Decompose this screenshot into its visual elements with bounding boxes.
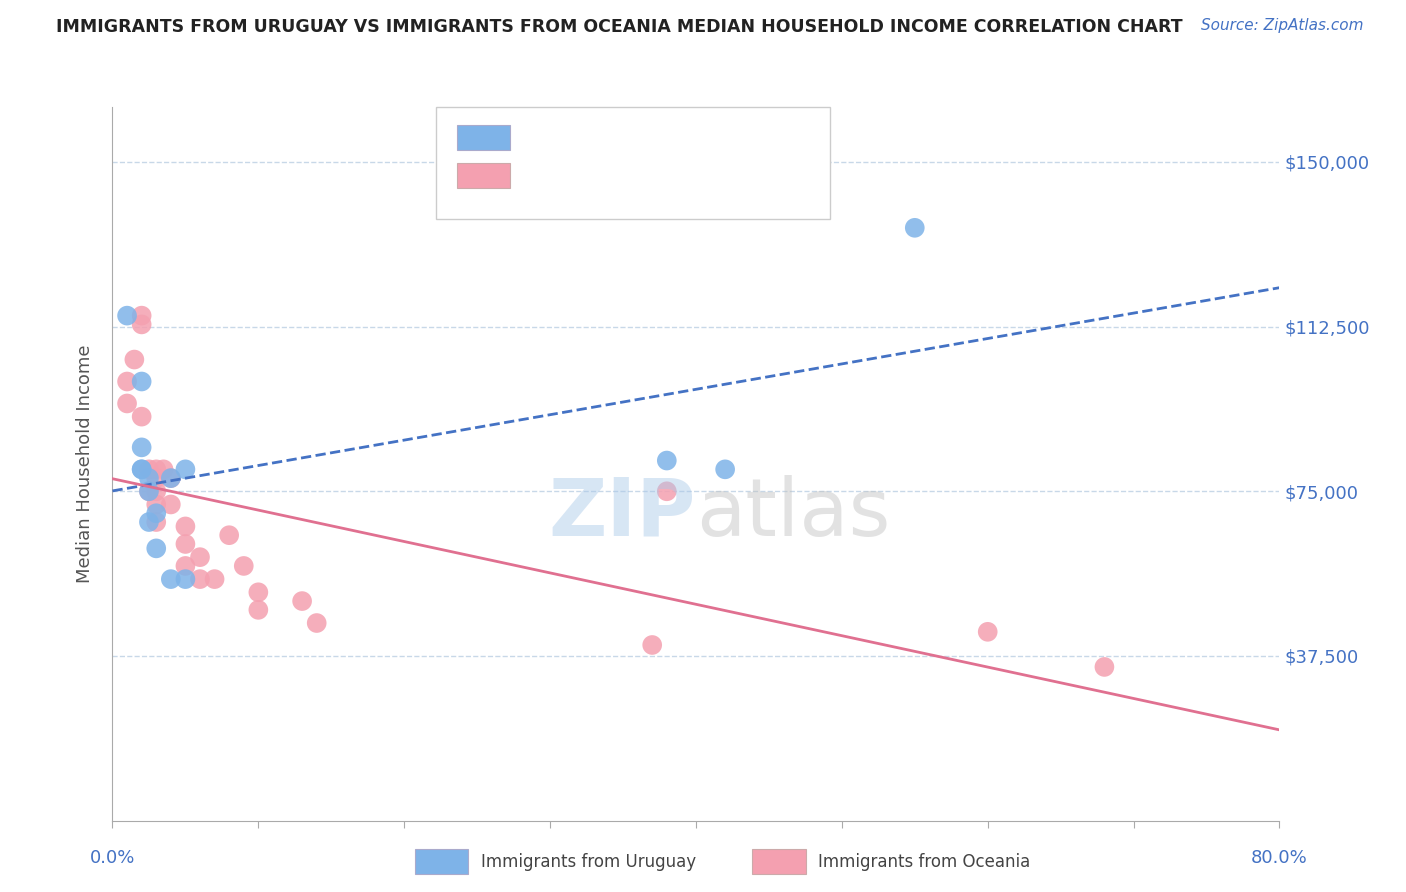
Point — [138, 484, 160, 499]
Point — [138, 471, 160, 485]
Point — [131, 462, 153, 476]
Y-axis label: Median Household Income: Median Household Income — [76, 344, 94, 583]
Point — [115, 375, 138, 389]
Point — [115, 309, 138, 323]
Point — [145, 506, 167, 520]
Point — [174, 558, 197, 573]
Point — [115, 396, 138, 410]
Point — [131, 309, 153, 323]
Point — [152, 462, 174, 476]
Point — [138, 515, 160, 529]
Point — [131, 409, 153, 424]
Point — [131, 318, 153, 332]
Point — [145, 484, 167, 499]
Point — [174, 572, 197, 586]
Point — [641, 638, 664, 652]
Point — [247, 603, 270, 617]
Point — [145, 471, 167, 485]
Point — [145, 498, 167, 512]
Point — [124, 352, 146, 367]
Point — [145, 462, 167, 476]
Text: Source: ZipAtlas.com: Source: ZipAtlas.com — [1201, 18, 1364, 33]
Text: 0.504: 0.504 — [567, 128, 623, 146]
Text: IMMIGRANTS FROM URUGUAY VS IMMIGRANTS FROM OCEANIA MEDIAN HOUSEHOLD INCOME CORRE: IMMIGRANTS FROM URUGUAY VS IMMIGRANTS FR… — [56, 18, 1182, 36]
Text: 80.0%: 80.0% — [1251, 849, 1308, 867]
Text: Immigrants from Uruguay: Immigrants from Uruguay — [481, 853, 696, 871]
Text: ZIP: ZIP — [548, 475, 696, 553]
Point — [291, 594, 314, 608]
Point — [160, 471, 183, 485]
Point — [1094, 660, 1116, 674]
Point — [160, 471, 183, 485]
Point — [218, 528, 240, 542]
Point — [714, 462, 737, 476]
Text: Immigrants from Oceania: Immigrants from Oceania — [818, 853, 1031, 871]
Point — [188, 572, 211, 586]
Point — [305, 615, 328, 630]
Point — [904, 220, 927, 235]
Point — [145, 541, 167, 556]
Point — [204, 572, 226, 586]
Point — [160, 572, 183, 586]
Point — [655, 484, 678, 499]
Text: atlas: atlas — [696, 475, 890, 553]
Text: N = 17: N = 17 — [661, 128, 724, 146]
Point — [138, 484, 160, 499]
Text: 0.0%: 0.0% — [90, 849, 135, 867]
Point — [976, 624, 998, 639]
Point — [131, 375, 153, 389]
Point — [131, 462, 153, 476]
Point — [160, 498, 183, 512]
Point — [655, 453, 678, 467]
Point — [247, 585, 270, 599]
Text: R =: R = — [522, 167, 561, 185]
Point — [232, 558, 254, 573]
Text: N = 32: N = 32 — [661, 167, 724, 185]
Point — [188, 550, 211, 565]
Point — [145, 515, 167, 529]
Text: -0.477: -0.477 — [567, 167, 631, 185]
Point — [174, 519, 197, 533]
Text: R =: R = — [522, 128, 561, 146]
Point — [174, 462, 197, 476]
Point — [131, 441, 153, 455]
Point — [174, 537, 197, 551]
Point — [138, 462, 160, 476]
